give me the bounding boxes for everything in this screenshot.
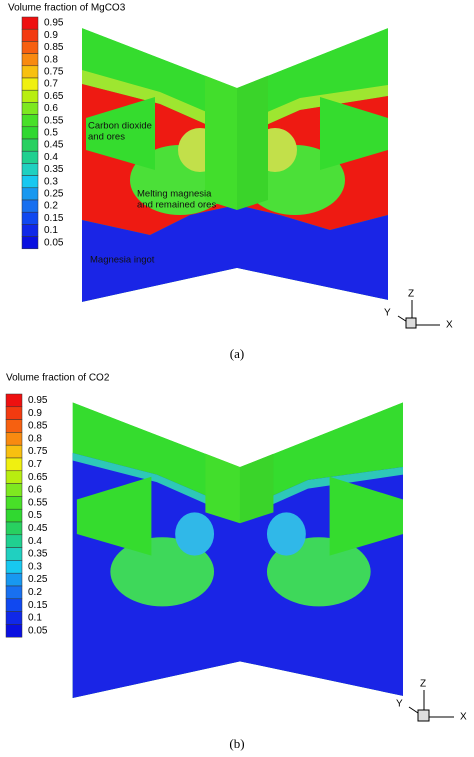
legend-swatch: [5, 483, 23, 497]
legend-swatch: [21, 41, 39, 54]
legend-label: 0.55: [44, 115, 64, 126]
legend-swatch: [21, 175, 39, 189]
legend-label: 0.15: [28, 600, 48, 611]
axis-label: Y: [384, 308, 391, 319]
legend-label: 0.25: [44, 189, 64, 200]
axis-label: X: [446, 320, 453, 331]
legend-label: 0.8: [28, 433, 42, 444]
annotation: Magnesia ingot: [90, 255, 155, 266]
legend-swatch: [21, 150, 39, 164]
legend-label: 0.3: [44, 176, 58, 187]
legend-swatch: [21, 187, 39, 201]
legend-swatch: [21, 236, 39, 250]
legend-label: 0.75: [28, 446, 48, 457]
legend-swatch: [21, 138, 39, 152]
legend-swatch: [21, 89, 39, 103]
legend-label: 0.5: [44, 128, 58, 139]
legend-label: 0.45: [44, 140, 64, 151]
legend-label: 0.45: [28, 523, 48, 534]
legend-swatch: [5, 585, 23, 600]
legend-label: 0.7: [28, 459, 42, 470]
legend-label: 0.35: [44, 164, 64, 175]
annotation: Carbon dioxide: [88, 121, 152, 132]
legend-swatch: [21, 199, 39, 213]
legend-title: Volume fraction of CO2: [6, 373, 110, 384]
legend-label: 0.9: [44, 30, 58, 41]
legend-label: 0.85: [28, 421, 48, 432]
annotation: Melting magnesia: [137, 189, 212, 200]
legend-label: 0.55: [28, 497, 48, 508]
caption: (b): [229, 736, 244, 751]
legend-label: 0.95: [44, 18, 64, 29]
legend-label: 0.2: [28, 587, 42, 598]
legend-label: 0.5: [28, 510, 42, 521]
legend-swatch: [5, 521, 23, 536]
legend-swatch: [21, 126, 39, 140]
legend-swatch: [21, 16, 39, 30]
legend-swatch: [5, 432, 23, 446]
legend-title: Volume fraction of MgCO3: [8, 3, 126, 14]
legend-label: 0.6: [44, 103, 58, 114]
legend-swatch: [5, 393, 23, 408]
legend-label: 0.65: [28, 472, 48, 483]
legend-label: 0.1: [28, 613, 42, 624]
contour-plot-a: [82, 28, 388, 302]
legend-swatch: [5, 406, 23, 420]
legend-swatch: [21, 211, 39, 225]
legend-swatch: [21, 102, 39, 115]
legend-swatch: [21, 77, 39, 91]
legend-swatch: [5, 572, 23, 587]
legend-label: 0.4: [44, 152, 58, 163]
legend-label: 0.9: [28, 408, 42, 419]
legend-swatch: [21, 114, 39, 128]
legend-label: 0.25: [28, 574, 48, 585]
axis-triad: [397, 300, 454, 722]
axis-label: Z: [420, 679, 426, 690]
legend-swatch: [5, 611, 23, 625]
legend-swatch: [5, 470, 23, 484]
axis-label: Z: [408, 289, 414, 300]
legend-label: 0.1: [44, 225, 58, 236]
legend-swatch: [5, 547, 23, 561]
legend-label: 0.8: [44, 54, 58, 65]
caption: (a): [230, 346, 244, 361]
legend-label: 0.2: [44, 201, 58, 212]
legend-label: 0.4: [28, 536, 42, 547]
annotation: and ores: [88, 132, 125, 143]
legend-swatch: [5, 496, 23, 510]
legend-swatch: [5, 598, 23, 612]
legend-swatch: [5, 508, 23, 523]
legend-swatch: [21, 28, 39, 42]
legend-label: 0.05: [44, 237, 64, 248]
legend-swatch: [21, 224, 39, 237]
legend-label: 0.05: [28, 625, 48, 636]
legend-label: 0.95: [28, 395, 48, 406]
legend-swatch: [5, 560, 23, 574]
annotation: and remained ores: [137, 200, 216, 211]
axis-label: Y: [396, 699, 403, 710]
contour-plot-b: [72, 402, 404, 699]
legend-swatch: [21, 53, 39, 67]
legend-label: 0.35: [28, 549, 48, 560]
legend-swatch: [21, 163, 39, 176]
legend-label: 0.85: [44, 42, 64, 53]
legend-label: 0.65: [44, 91, 64, 102]
legend-swatch: [5, 624, 23, 638]
legend-swatch: [5, 419, 23, 433]
legend-swatch: [21, 65, 39, 79]
legend-swatch: [5, 534, 23, 548]
legend-label: 0.6: [28, 485, 42, 496]
legend-label: 0.75: [44, 67, 64, 78]
legend-label: 0.15: [44, 213, 64, 224]
legend-label: 0.3: [28, 561, 42, 572]
legend-swatch: [5, 444, 23, 459]
axis-label: X: [460, 712, 467, 723]
legend-label: 0.7: [44, 79, 58, 90]
legend-swatch: [5, 457, 23, 472]
